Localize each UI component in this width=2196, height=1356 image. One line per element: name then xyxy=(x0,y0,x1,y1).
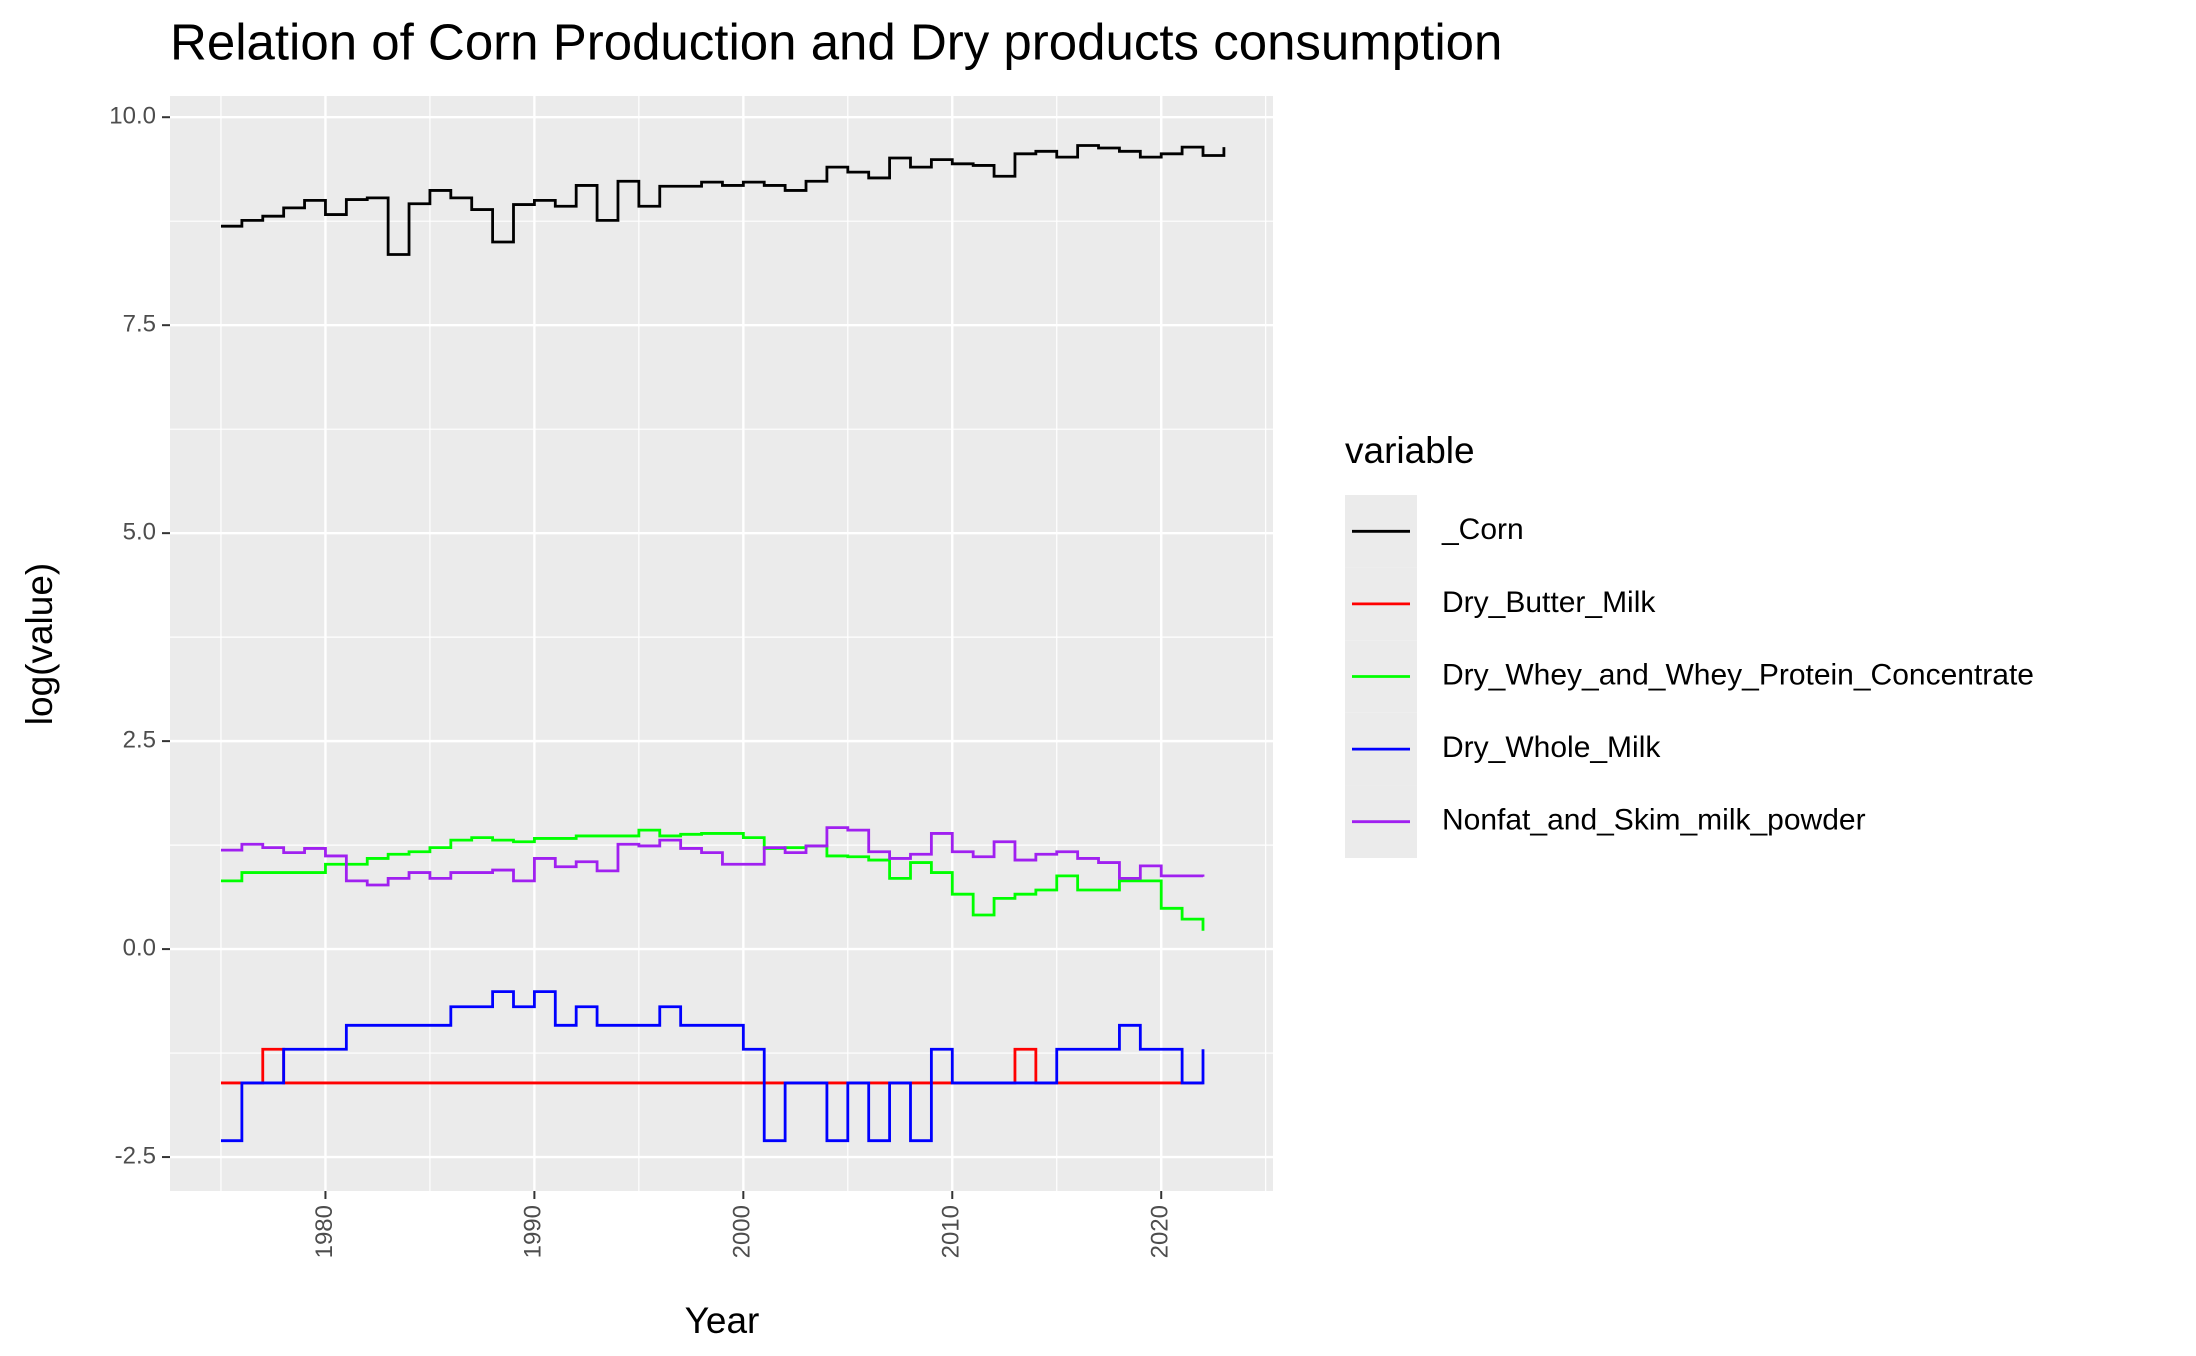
x-tick-label: 1980 xyxy=(311,1205,338,1258)
y-tick-label: 7.5 xyxy=(123,311,156,338)
y-axis-title: log(value) xyxy=(19,563,60,725)
y-tick-label: 10.0 xyxy=(109,103,156,130)
y-tick-label: -2.5 xyxy=(115,1142,156,1169)
y-tick-label: 2.5 xyxy=(123,726,156,753)
chart-title: Relation of Corn Production and Dry prod… xyxy=(170,13,1502,70)
legend-label: Nonfat_and_Skim_milk_powder xyxy=(1442,804,1866,837)
legend-title: variable xyxy=(1345,430,1475,471)
step-line xyxy=(220,990,1205,1143)
x-axis-title: Year xyxy=(685,1300,760,1341)
step-line xyxy=(220,828,1205,931)
step-line xyxy=(220,144,1226,256)
legend-label: Dry_Butter_Milk xyxy=(1442,586,1656,619)
plot-panel xyxy=(170,96,1273,1191)
x-tick-label: 1990 xyxy=(520,1205,547,1258)
step-line xyxy=(220,1047,1203,1085)
x-tick-label: 2010 xyxy=(938,1205,965,1258)
legend-label: _Corn xyxy=(1441,513,1524,546)
y-tick-label: 5.0 xyxy=(123,518,156,545)
x-tick-label: 2020 xyxy=(1147,1205,1174,1258)
legend-label: Dry_Whey_and_Whey_Protein_Concentrate xyxy=(1442,658,2034,691)
step-line xyxy=(220,826,1205,887)
y-tick-label: 0.0 xyxy=(123,934,156,961)
x-tick-label: 2000 xyxy=(729,1205,756,1258)
legend-label: Dry_Whole_Milk xyxy=(1442,731,1661,764)
